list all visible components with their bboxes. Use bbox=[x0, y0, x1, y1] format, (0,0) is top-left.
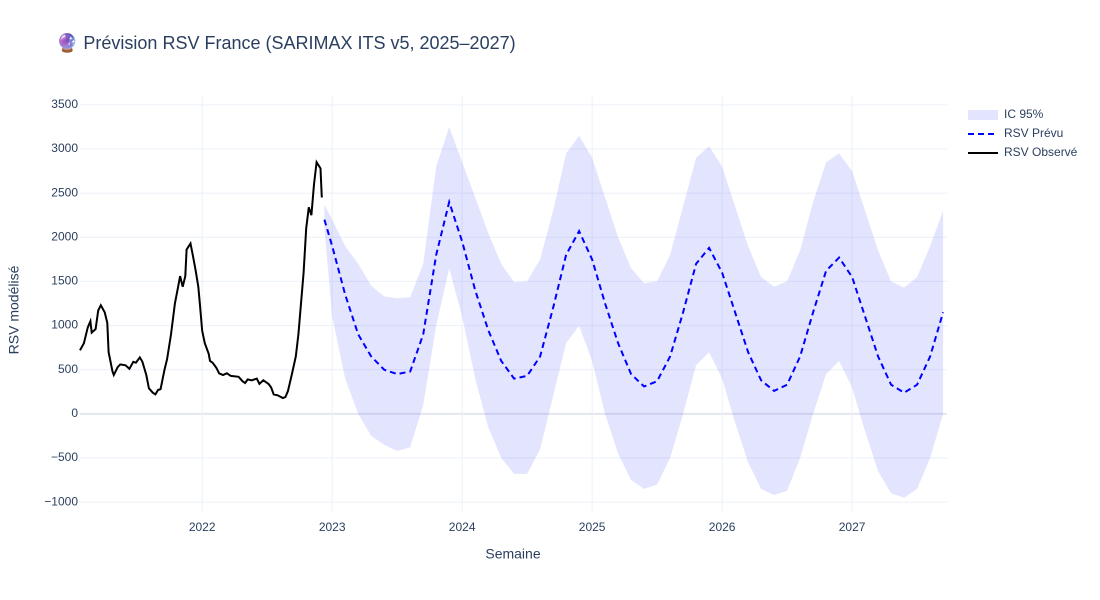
x-tick-label: 2026 bbox=[709, 520, 736, 534]
x-axis-title: Semaine bbox=[485, 546, 540, 562]
y-tick-label: 3500 bbox=[51, 97, 78, 111]
series-line bbox=[79, 159, 323, 400]
legend-label: RSV Observé bbox=[1004, 145, 1078, 159]
x-tick-label: 2027 bbox=[839, 520, 866, 534]
x-tick-label: 2023 bbox=[319, 520, 346, 534]
y-tick-label: −500 bbox=[51, 450, 78, 464]
legend-swatch bbox=[968, 110, 998, 120]
y-tick-label: 2500 bbox=[51, 185, 78, 199]
y-tick-label: 2000 bbox=[51, 229, 78, 243]
y-axis-title: RSV modélisé bbox=[6, 265, 22, 354]
y-tick-label: 3000 bbox=[51, 141, 78, 155]
y-tick-label: 500 bbox=[58, 362, 78, 376]
confidence-band bbox=[324, 126, 944, 498]
series-line bbox=[323, 198, 945, 394]
legend-label: RSV Prévu bbox=[1004, 126, 1063, 140]
y-tick-label: 0 bbox=[71, 406, 78, 420]
y-tick-label: 1000 bbox=[51, 318, 78, 332]
y-tick-label: 1500 bbox=[51, 274, 78, 288]
chart-title: 🔮 Prévision RSV France (SARIMAX ITS v5, … bbox=[56, 32, 516, 53]
x-tick-label: 2024 bbox=[449, 520, 476, 534]
x-tick-label: 2022 bbox=[189, 520, 216, 534]
y-tick-label: −1000 bbox=[44, 494, 78, 508]
legend-label: IC 95% bbox=[1004, 107, 1044, 121]
x-tick-label: 2025 bbox=[579, 520, 606, 534]
